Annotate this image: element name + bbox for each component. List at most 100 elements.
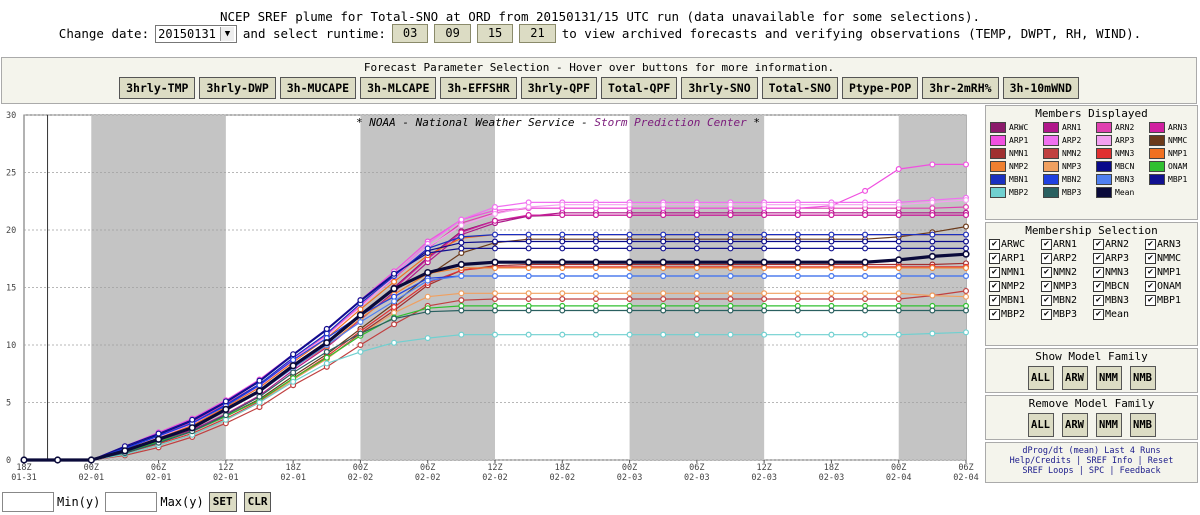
checkmark-icon[interactable]: ✔ [989, 295, 1000, 306]
remove-family-all-button[interactable]: ALL [1027, 413, 1054, 437]
member-checkbox-mbp1[interactable]: ✔ MBP1 [1145, 295, 1194, 306]
member-checkbox-arp2[interactable]: ✔ ARP2 [1041, 253, 1090, 264]
member-checkbox-nmp3[interactable]: ✔ NMP3 [1041, 281, 1090, 292]
date-select[interactable]: 20150131 ▼ [155, 24, 237, 43]
legend-swatch [1043, 161, 1059, 172]
series-point-mean [222, 405, 230, 414]
checkmark-icon[interactable]: ✔ [989, 267, 1000, 278]
runtime-button-15[interactable]: 15 [476, 24, 514, 43]
member-checkbox-mbcn[interactable]: ✔ MBCN [1093, 281, 1142, 292]
param-button-3hrly-qpf[interactable]: 3hrly-QPF [520, 77, 597, 99]
link-line-3[interactable]: SREF Loops | SPC | Feedback [1022, 466, 1161, 476]
runtime-button-09[interactable]: 09 [434, 24, 471, 43]
show-family-all-button[interactable]: ALL [1027, 366, 1054, 390]
min-y-input[interactable] [2, 491, 54, 512]
member-checkbox-mean[interactable]: ✔ Mean [1093, 309, 1142, 320]
checkmark-icon[interactable]: ✔ [1041, 267, 1052, 278]
series-point-arn3 [525, 212, 532, 219]
member-checkbox-nmp1[interactable]: ✔ NMP1 [1145, 267, 1194, 278]
param-button-ptype-pop[interactable]: Ptype-POP [841, 77, 919, 99]
checkmark-icon[interactable]: ✔ [1093, 309, 1104, 320]
remove-family-nmb-button[interactable]: NMB [1129, 413, 1156, 437]
member-checkbox-mbp3[interactable]: ✔ MBP3 [1041, 309, 1090, 320]
series-point-mbp3 [962, 307, 969, 314]
remove-family-arw-button[interactable]: ARW [1061, 413, 1088, 437]
member-checkbox-arp3[interactable]: ✔ ARP3 [1093, 253, 1142, 264]
clear-button[interactable]: CLR [243, 491, 272, 512]
param-button-3h-mlcape[interactable]: 3h-MLCAPE [360, 77, 437, 99]
checkmark-icon[interactable]: ✔ [1041, 309, 1052, 320]
remove-family-buttons: ALL ARW NMM NMB [986, 413, 1197, 437]
series-point-nmn2 [693, 296, 700, 303]
checkmark-icon[interactable]: ✔ [1093, 253, 1104, 264]
runtime-button-03[interactable]: 03 [391, 24, 429, 43]
member-checkbox-arp1[interactable]: ✔ ARP1 [989, 253, 1038, 264]
series-point-mbp1 [323, 325, 330, 332]
checkmark-icon[interactable]: ✔ [1145, 295, 1156, 306]
series-point-mean [188, 424, 196, 432]
member-checkbox-nmp2[interactable]: ✔ NMP2 [989, 281, 1038, 292]
x-tick-label-hour: 06Z [689, 463, 704, 473]
checkmark-icon[interactable]: ✔ [1145, 281, 1156, 292]
member-checkbox-nmn1[interactable]: ✔ NMN1 [989, 267, 1038, 278]
checkmark-icon[interactable]: ✔ [989, 239, 1000, 250]
checkmark-icon[interactable]: ✔ [989, 253, 1000, 264]
series-point-mbp3 [256, 393, 263, 400]
member-checkbox-nmn2[interactable]: ✔ NMN2 [1041, 267, 1090, 278]
param-button-3hrly-sno[interactable]: 3hrly-SNO [681, 77, 758, 99]
checkmark-icon[interactable]: ✔ [989, 309, 1000, 320]
remove-family-nmm-button[interactable]: NMM [1095, 413, 1122, 437]
param-button-total-qpf[interactable]: Total-QPF [601, 77, 678, 99]
member-checkbox-nmmc[interactable]: ✔ NMMC [1145, 253, 1194, 264]
series-point-mbn3 [660, 273, 667, 280]
max-y-input[interactable] [105, 491, 158, 512]
checkmark-icon[interactable]: ✔ [1093, 281, 1104, 292]
series-point-mbn3 [794, 273, 801, 280]
member-checkbox-arn2[interactable]: ✔ ARN2 [1093, 239, 1142, 250]
member-checkbox-mbp2[interactable]: ✔ MBP2 [989, 309, 1038, 320]
member-checkbox-arn3[interactable]: ✔ ARN3 [1145, 239, 1194, 250]
member-checkbox-mbn1[interactable]: ✔ MBN1 [989, 295, 1038, 306]
checkmark-icon[interactable]: ✔ [1093, 239, 1104, 250]
checkmark-icon[interactable]: ✔ [1093, 267, 1104, 278]
checkmark-icon[interactable]: ✔ [1093, 295, 1104, 306]
member-checkbox-arn1[interactable]: ✔ ARN1 [1041, 239, 1090, 250]
param-button-total-sno[interactable]: Total-SNO [761, 77, 838, 99]
member-checkbox-nmn3[interactable]: ✔ NMN3 [1093, 267, 1142, 278]
series-point-mbp2 [626, 331, 633, 338]
show-family-nmm-button[interactable]: NMM [1095, 366, 1122, 390]
member-checkbox-mbn3[interactable]: ✔ MBN3 [1093, 295, 1142, 306]
link-line-1[interactable]: dProg/dt (mean) Last 4 Runs [1022, 446, 1161, 456]
param-button-3hr-2mrh-[interactable]: 3hr-2mRH% [922, 77, 999, 99]
link-line-2[interactable]: Help/Credits | SREF Info | Reset [1009, 456, 1174, 466]
checkmark-icon[interactable]: ✔ [1145, 239, 1156, 250]
checkmark-icon[interactable]: ✔ [1145, 253, 1156, 264]
runtime-button-21[interactable]: 21 [519, 24, 556, 43]
series-point-arn3 [962, 212, 969, 219]
param-button-3h-effshr[interactable]: 3h-EFFSHR [440, 77, 517, 99]
show-family-arw-button[interactable]: ARW [1061, 366, 1088, 390]
show-family-nmb-button[interactable]: NMB [1129, 366, 1156, 390]
member-checkbox-arwc[interactable]: ✔ ARWC [989, 239, 1038, 250]
checkmark-icon[interactable]: ✔ [989, 281, 1000, 292]
checkmark-icon[interactable]: ✔ [1041, 253, 1052, 264]
param-button-3hrly-dwp[interactable]: 3hrly-DWP [199, 77, 276, 99]
checkmark-icon[interactable]: ✔ [1041, 295, 1052, 306]
series-point-arp3 [828, 201, 835, 208]
series-point-mbp3 [391, 315, 398, 322]
series-point-mean [121, 447, 129, 455]
chevron-down-icon: ▼ [219, 26, 234, 41]
checkmark-icon[interactable]: ✔ [1041, 281, 1052, 292]
param-button-3hrly-tmp[interactable]: 3hrly-TMP [119, 77, 196, 99]
series-point-mbp3 [290, 369, 297, 376]
set-button[interactable]: SET [208, 491, 237, 512]
checkmark-icon[interactable]: ✔ [1145, 267, 1156, 278]
member-checkbox-mbn2[interactable]: ✔ MBN2 [1041, 295, 1090, 306]
x-tick-label-date: 02-01 [146, 473, 172, 483]
series-point-arp2 [458, 216, 465, 223]
member-checkbox-onam[interactable]: ✔ ONAM [1145, 281, 1194, 292]
param-button-3h-mucape[interactable]: 3h-MUCAPE [279, 77, 357, 99]
series-point-mean [592, 258, 600, 266]
param-button-3h-10mwnd[interactable]: 3h-10mWND [1002, 77, 1079, 99]
checkmark-icon[interactable]: ✔ [1041, 239, 1052, 250]
